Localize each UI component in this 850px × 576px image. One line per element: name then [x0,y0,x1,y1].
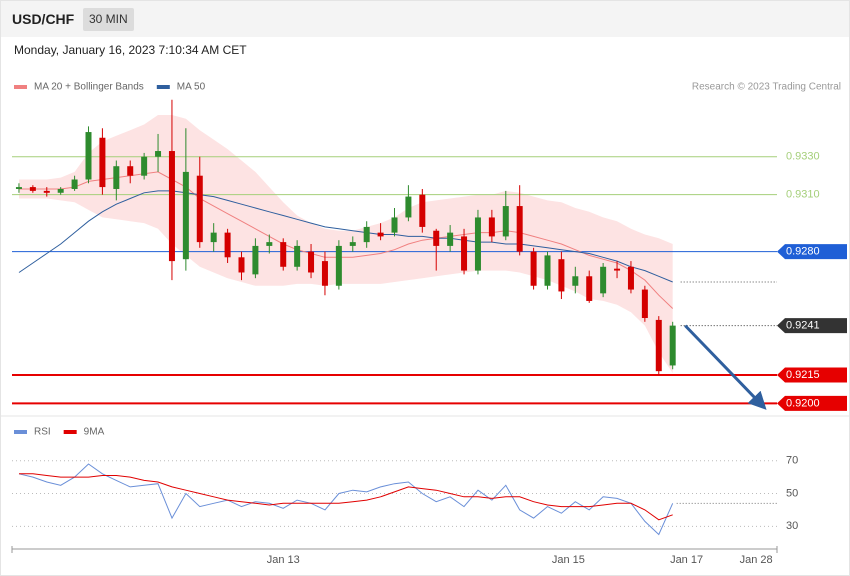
interval[interactable]: 30 MIN [83,8,134,31]
candle-body [488,217,495,237]
level-box [777,244,847,260]
candle-body [280,242,287,267]
candle-body [669,325,676,366]
candle-body [85,132,92,180]
candle-body [335,245,342,286]
level-box [777,318,847,334]
level-label: 0.9310 [786,189,820,201]
legend-swatch [14,85,27,89]
candle-body [155,151,162,157]
candle-body [377,232,384,237]
candle-body [530,251,537,286]
timestamp: Monday, January 16, 2023 7:10:34 AM CET [14,43,247,57]
legend-swatch [14,430,27,434]
level-label: 0.9241 [786,320,820,332]
candle-body [655,319,662,372]
candle-body [266,242,273,246]
legend-swatch [63,430,77,434]
candle-body [349,242,356,246]
candle-body [405,196,412,218]
level-label: 0.9330 [786,151,820,163]
candle-body [210,232,217,243]
candle-body [627,266,634,290]
level-label: 0.9200 [786,397,820,409]
candle-body [196,175,203,243]
candle-body [238,257,245,273]
candle-body [474,217,481,271]
candle-body [252,245,259,275]
legend-label: 9MA [84,427,105,438]
candle-body [586,276,593,301]
candle-body [502,206,509,237]
candle-body [419,194,426,227]
legend-label: MA 50 [177,82,206,93]
candle-body [516,206,523,252]
candle-body [641,289,648,319]
candle-body [433,230,440,246]
legend-swatch [156,85,170,89]
x-tick-label: Jan 17 [670,554,703,566]
candle-body [558,259,565,292]
header: USD/CHF 30 MIN [1,1,849,37]
candle-body [363,226,370,243]
candle-body [43,190,50,193]
candle-body [57,188,64,193]
x-tick-label: Jan 15 [552,554,585,566]
credit: Research © 2023 Trading Central [692,82,841,93]
candle-body [113,166,120,189]
candle-body [141,156,148,176]
candle-body [461,236,468,271]
level-label: 0.9280 [786,246,820,258]
candle-body [71,179,78,189]
candle-body [572,276,579,286]
forecast-arrow [684,324,767,410]
candle-body [544,255,551,286]
candle-body [600,266,607,294]
candle-body [99,137,106,188]
y-tick-label: 30 [786,520,798,532]
candle-body [168,151,175,262]
candle-body [15,187,22,189]
candle-body [182,171,189,260]
candle-body [614,268,621,271]
candle-body [447,232,454,246]
bollinger-band [19,115,673,373]
ma-line [19,171,674,309]
candle-body [294,245,301,267]
symbol: USD/CHF [12,11,75,27]
legend-label: RSI [34,427,51,438]
legend-label: MA 20 + Bollinger Bands [34,82,144,93]
indicator-line [19,473,673,521]
candle-body [308,251,315,273]
candle-body [127,166,134,176]
x-tick-label: Jan 13 [267,554,300,566]
candle-body [29,187,36,191]
indicator-line [18,463,674,536]
y-tick-label: 70 [786,455,798,467]
candle-body [391,217,398,233]
candle-body [321,261,328,286]
ma-line [18,190,673,283]
candle-body [224,232,231,258]
level-label: 0.9215 [786,369,820,381]
level-box [777,367,847,383]
y-tick-label: 50 [786,487,798,499]
level-box [777,395,847,411]
x-tick-label: Jan 28 [740,554,773,566]
